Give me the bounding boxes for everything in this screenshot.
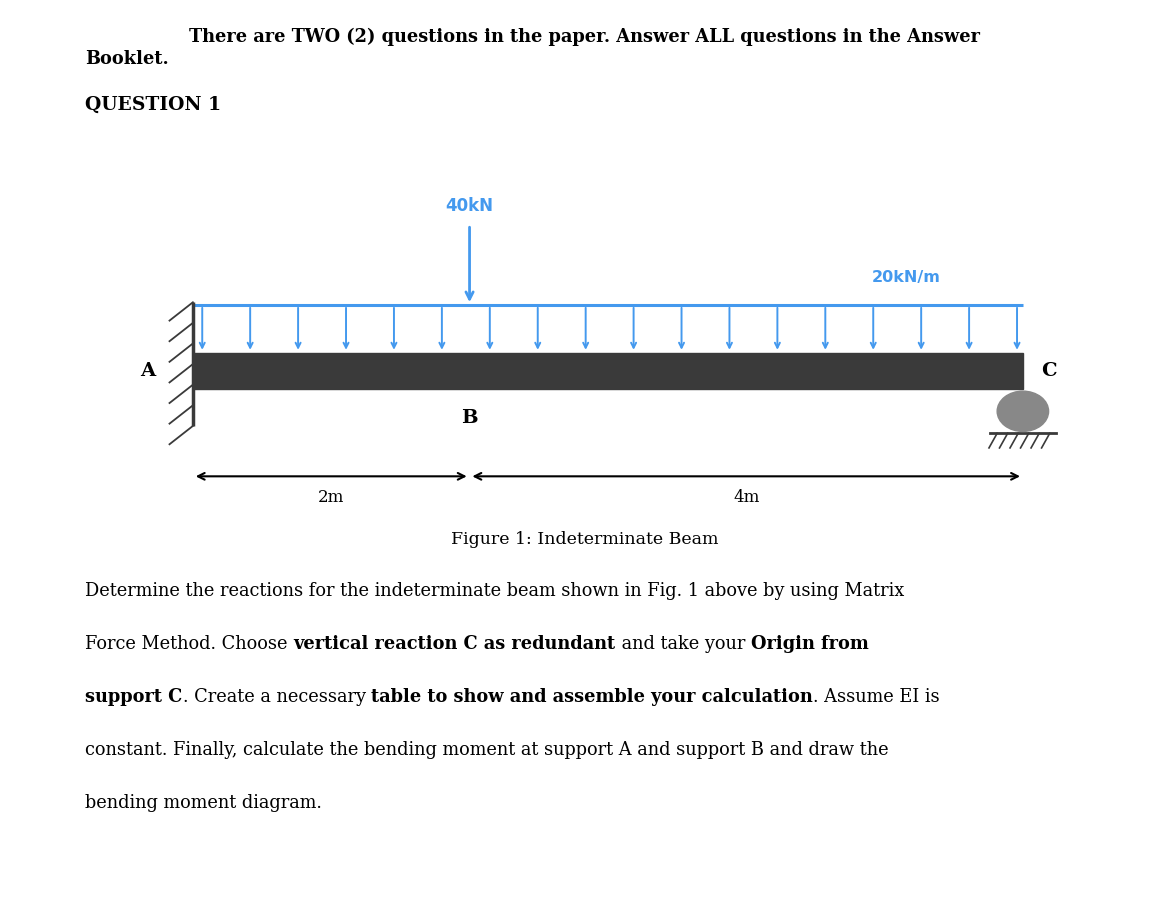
Text: support C: support C: [85, 688, 182, 706]
Text: 4m: 4m: [733, 489, 760, 507]
Text: There are TWO (2) questions in the paper. Answer ALL questions in the Answer: There are TWO (2) questions in the paper…: [189, 27, 980, 46]
Text: B: B: [462, 409, 478, 428]
Text: and take your: and take your: [616, 635, 750, 653]
Text: Determine the reactions for the indeterminate beam shown in Fig. 1 above by usin: Determine the reactions for the indeterm…: [85, 582, 905, 600]
Text: 2m: 2m: [318, 489, 345, 507]
Text: Figure 1: Indeterminate Beam: Figure 1: Indeterminate Beam: [451, 531, 718, 549]
Text: A: A: [140, 362, 155, 380]
Text: bending moment diagram.: bending moment diagram.: [85, 794, 323, 812]
Text: . Assume EI is: . Assume EI is: [812, 688, 940, 706]
Text: . Create a necessary: . Create a necessary: [182, 688, 372, 706]
Text: C: C: [1042, 362, 1057, 380]
Text: Origin from: Origin from: [750, 635, 869, 653]
Text: table to show and assemble your calculation: table to show and assemble your calculat…: [372, 688, 812, 706]
Bar: [193, 353, 1023, 389]
Circle shape: [997, 391, 1049, 431]
Text: 40kN: 40kN: [445, 197, 493, 215]
Text: Force Method. Choose: Force Method. Choose: [85, 635, 293, 653]
Text: Booklet.: Booklet.: [85, 50, 170, 69]
Text: vertical reaction C as redundant: vertical reaction C as redundant: [293, 635, 616, 653]
Text: 20kN/m: 20kN/m: [872, 270, 940, 285]
Text: constant. Finally, calculate the bending moment at support A and support B and d: constant. Finally, calculate the bending…: [85, 741, 888, 759]
Text: QUESTION 1: QUESTION 1: [85, 96, 221, 114]
